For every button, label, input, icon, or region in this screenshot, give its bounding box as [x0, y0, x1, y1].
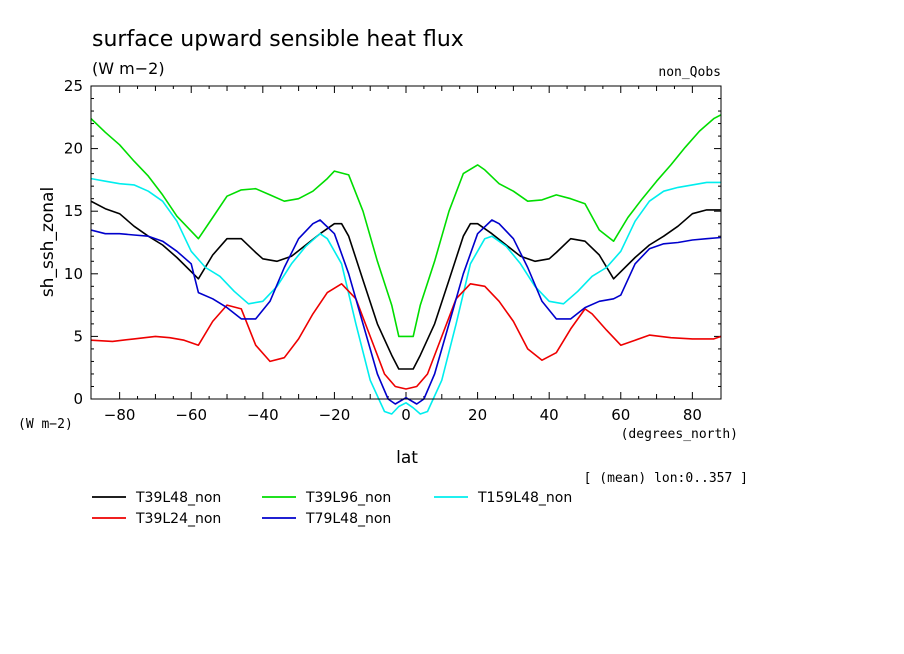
series-line-t39l48-non: [91, 200, 721, 370]
x-axis-label: lat: [396, 448, 418, 468]
series-line-t39l96-non: [91, 114, 721, 338]
y-tick-label: 20: [64, 140, 83, 158]
x-tick-label: −80: [104, 406, 136, 424]
x-tick-label: 80: [683, 406, 702, 424]
y-tick-label: 5: [73, 327, 83, 345]
x-units-label: (degrees_north): [621, 427, 738, 442]
y-tick-label: 25: [64, 77, 83, 95]
chart-units: (W m−2): [92, 59, 165, 78]
x-tick-label: 20: [468, 406, 487, 424]
x-tick-label: −40: [247, 406, 279, 424]
axis-ticks: [91, 85, 721, 400]
y-tick-label: 0: [73, 390, 83, 408]
series-line-t39l24-non: [91, 283, 721, 390]
series-layer: [91, 114, 721, 415]
y-tick-label: 15: [64, 202, 83, 220]
legend-label: T39L96_non: [305, 490, 391, 506]
legend-label: T159L48_non: [477, 490, 572, 506]
x-tick-label: −20: [319, 406, 351, 424]
experiment-label: non_Qobs: [658, 65, 721, 80]
y-tick-label: 10: [64, 265, 83, 283]
y-units-label: (W m−2): [18, 417, 73, 432]
x-tick-label: 60: [611, 406, 630, 424]
x-tick-label: 40: [540, 406, 559, 424]
chart-title: surface upward sensible heat flux: [92, 27, 464, 52]
x-tick-labels: −80 −60 −40 −20 0 20 40 60 80: [104, 406, 702, 424]
series-line-t159l48-non: [91, 177, 721, 415]
legend-label: T79L48_non: [305, 511, 391, 527]
y-axis-label: sh_ssh_zonal: [38, 187, 58, 297]
legend-label: T39L24_non: [135, 511, 221, 527]
y-tick-labels: 0 5 10 15 20 25: [64, 77, 83, 408]
x-tick-label: −60: [175, 406, 207, 424]
legend: T39L48_non T39L96_non T159L48_non T39L24_no…: [92, 490, 572, 527]
plot-frame: [90, 85, 722, 400]
footnote: [ (mean) lon:0..357 ]: [584, 471, 748, 486]
x-tick-label: 0: [401, 406, 411, 424]
legend-label: T39L48_non: [135, 490, 221, 506]
series-line-t79l48-non: [91, 219, 721, 405]
